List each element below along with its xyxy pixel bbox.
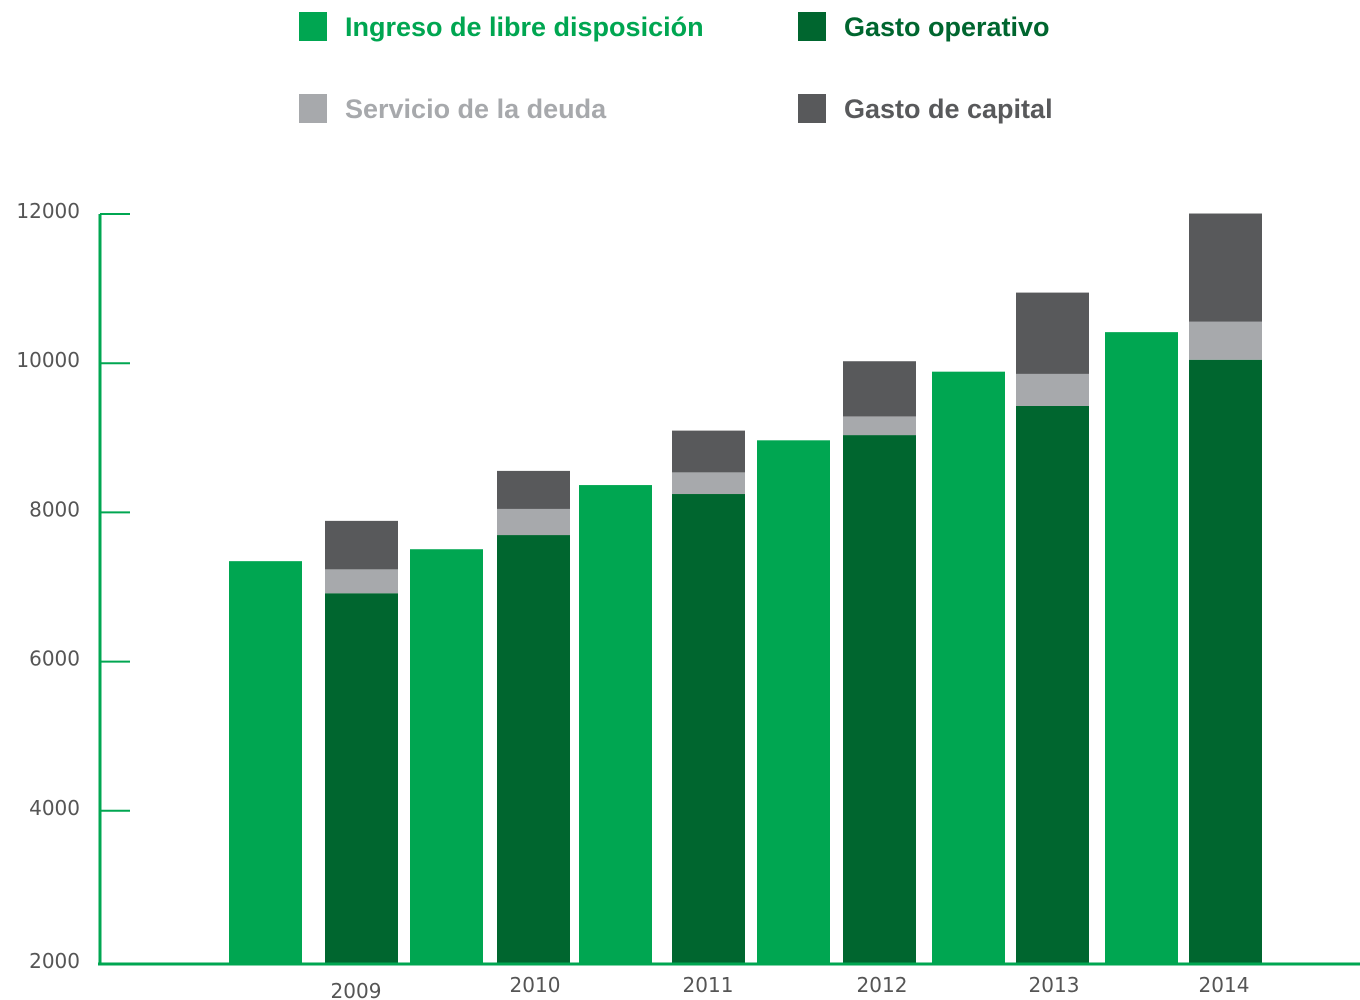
y-tick-label-8000: 8000	[29, 497, 80, 521]
bar-ingreso-2013	[932, 371, 1005, 964]
y-tick-label-2000: 2000	[29, 949, 80, 973]
x-tick-label-2014: 2014	[1199, 973, 1250, 997]
bar-servicio-de-la-deuda-2011	[672, 472, 745, 495]
legend-swatch-gasto_capital	[798, 94, 826, 123]
y-tick-label-12000: 12000	[16, 199, 80, 223]
y-tick-label-4000: 4000	[29, 796, 80, 820]
bar-ingreso-2010	[410, 549, 483, 964]
bar-gasto-operativo-2011	[672, 494, 745, 964]
bar-ingreso-2011	[579, 485, 652, 964]
bar-gasto-de-capital-2013	[1016, 292, 1089, 374]
bar-gasto-de-capital-2009	[325, 520, 398, 570]
y-tick-label-10000: 10000	[16, 348, 80, 372]
bar-gasto-de-capital-2012	[843, 361, 916, 417]
x-tick-label-2009: 2009	[331, 979, 382, 1000]
axes: 2000 4000 6000 8000 10000 12000 2009 2010 2011 20…	[16, 199, 1360, 1000]
x-tick-label-2011: 2011	[683, 973, 734, 997]
bar-gasto-operativo-2013	[1016, 405, 1089, 964]
bar-gasto-de-capital-2011	[672, 430, 745, 473]
bar-gasto-operativo-2010	[497, 535, 570, 964]
y-tick-label-6000: 6000	[29, 647, 80, 671]
bar-servicio-de-la-deuda-2013	[1016, 373, 1089, 406]
legend-label-ingreso: Ingreso de libre disposición	[345, 12, 704, 42]
legend-swatch-gasto_operativo	[798, 12, 826, 41]
bar-servicio-de-la-deuda-2009	[325, 569, 398, 594]
bar-ingreso-2009	[229, 561, 302, 964]
bar-ingreso-2012	[757, 440, 830, 965]
bar-servicio-de-la-deuda-2012	[843, 416, 916, 436]
legend-label-servicio_deuda: Servicio de la deuda	[345, 94, 607, 124]
bar-servicio-de-la-deuda-2014	[1189, 321, 1262, 360]
x-tick-label-2013: 2013	[1029, 973, 1080, 997]
bar-gasto-operativo-2009	[325, 593, 398, 964]
legend-label-gasto_capital: Gasto de capital	[844, 94, 1053, 124]
x-tick-label-2010: 2010	[510, 973, 561, 997]
legend: Ingreso de libre disposición Gasto operat…	[299, 12, 1053, 124]
bar-gasto-operativo-2014	[1189, 359, 1262, 964]
bars	[229, 213, 1262, 965]
bar-ingreso-2014	[1105, 332, 1178, 964]
bar-gasto-de-capital-2014	[1189, 213, 1262, 322]
legend-swatch-ingreso	[299, 12, 327, 41]
x-tick-label-2012: 2012	[857, 973, 908, 997]
bar-gasto-de-capital-2010	[497, 470, 570, 509]
legend-swatch-servicio_deuda	[299, 94, 327, 123]
legend-label-gasto_operativo: Gasto operativo	[844, 12, 1050, 42]
bar-gasto-operativo-2012	[843, 435, 916, 964]
bar-servicio-de-la-deuda-2010	[497, 508, 570, 536]
